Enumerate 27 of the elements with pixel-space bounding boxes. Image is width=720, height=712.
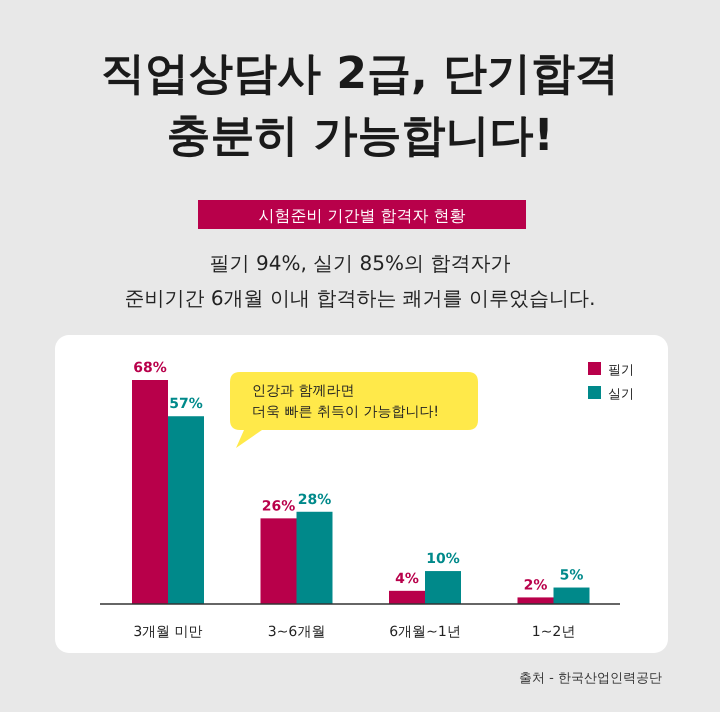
bar <box>260 518 296 604</box>
bar <box>168 416 204 604</box>
x-tick-label: 3~6개월 <box>268 624 326 640</box>
data-label: 2% <box>524 577 548 594</box>
legend-label: 필기 <box>608 363 634 378</box>
x-tick-label: 1~2년 <box>532 624 576 640</box>
bar <box>389 590 425 604</box>
data-label: 10% <box>426 551 460 568</box>
text: 필기 94%, 실기 85%의 합격자가 준비기간 6개월 이내 합격하는 쾌거를 이루었습니다. <box>124 251 596 310</box>
bar <box>132 380 168 604</box>
data-label: 57% <box>169 396 203 412</box>
annotation: 인강과 함께라면 더욱 빠른 취득이 가능합니다! <box>252 383 439 420</box>
legend-label: 실기 <box>608 387 634 402</box>
data-label: 5% <box>560 568 584 584</box>
data-label: 28% <box>298 492 332 508</box>
bar <box>425 571 461 604</box>
data-label: 26% <box>262 498 296 514</box>
chart-title: 직업상담사 2급, 단기합격 충분히 가능합니다! <box>101 48 619 161</box>
source-note: 출처 - 한국산업인력공단 <box>519 671 662 686</box>
data-label: 4% <box>395 570 419 587</box>
bar <box>518 597 554 604</box>
x-tick-label: 3개월 미만 <box>133 624 203 640</box>
x-tick-label: 6개월~1년 <box>389 624 461 640</box>
chart-subtitle: 시험준비 기간별 합격자 현황 <box>258 206 466 225</box>
data-label: 68% <box>133 360 167 376</box>
bar <box>296 512 332 604</box>
bar <box>554 588 590 604</box>
